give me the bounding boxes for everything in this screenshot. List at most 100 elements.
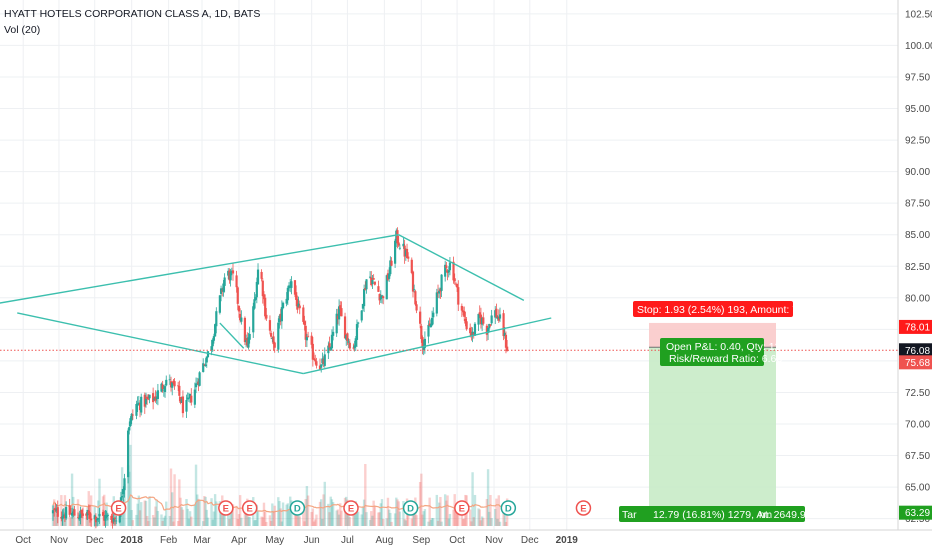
- candle-body: [68, 505, 71, 515]
- candle-body: [448, 262, 452, 271]
- candle: [488, 323, 491, 333]
- candle-body: [357, 322, 360, 324]
- candle: [497, 309, 500, 323]
- volume-bar: [289, 496, 292, 526]
- candle: [361, 303, 365, 312]
- candle-body: [322, 359, 325, 364]
- stop-label-box[interactable]: [633, 301, 793, 317]
- volume-bar: [473, 494, 477, 526]
- volume-bar: [143, 500, 146, 526]
- candle: [78, 514, 81, 521]
- volume-bar: [454, 508, 458, 526]
- earnings-event-marker[interactable]: E: [575, 500, 592, 516]
- candle-body: [111, 519, 114, 524]
- candle-body: [388, 273, 391, 279]
- candle-body: [465, 321, 468, 330]
- earnings-event-marker[interactable]: E: [218, 500, 234, 516]
- volume-bar: [439, 496, 442, 526]
- candle: [490, 309, 493, 326]
- candle-body: [273, 342, 276, 348]
- candle-body: [177, 385, 180, 387]
- candle-body: [277, 322, 280, 350]
- candle: [63, 512, 67, 523]
- candle-body: [306, 335, 310, 337]
- candle: [280, 300, 283, 329]
- volume-bar: [293, 513, 297, 526]
- dividend-event-marker[interactable]: D: [289, 500, 306, 516]
- volume-bar: [393, 513, 397, 526]
- dividend-event-marker[interactable]: D: [402, 500, 419, 516]
- candle-body: [304, 325, 307, 340]
- trendline[interactable]: [303, 317, 552, 375]
- earnings-event-marker[interactable]: E: [241, 500, 258, 516]
- volume-bar: [398, 511, 402, 526]
- candle-body: [254, 297, 257, 300]
- candle-body: [345, 335, 348, 340]
- earnings-event-marker[interactable]: E: [343, 500, 359, 516]
- trendlines[interactable]: [0, 234, 552, 375]
- candle-body: [148, 394, 151, 399]
- target-label-box[interactable]: [619, 506, 805, 522]
- volume-bar: [340, 510, 343, 526]
- candle: [168, 374, 171, 385]
- time-axis[interactable]: SepOctNovDec2018FebMarAprMayJunJulAugSep…: [0, 529, 932, 550]
- trendline[interactable]: [398, 234, 525, 301]
- candle-body: [69, 513, 72, 514]
- candle: [272, 331, 275, 351]
- volume-bar: [361, 507, 365, 526]
- volume-bar: [421, 514, 424, 526]
- earnings-event-marker[interactable]: E: [110, 500, 127, 516]
- candle-body: [477, 313, 480, 325]
- candle: [360, 310, 363, 323]
- volume-bar: [210, 498, 213, 526]
- trendline[interactable]: [17, 312, 304, 375]
- volume-bar: [504, 521, 508, 526]
- candle: [320, 363, 323, 373]
- volume-bar: [138, 510, 142, 526]
- earnings-event-marker[interactable]: E: [454, 500, 470, 516]
- volume-bar: [498, 521, 502, 526]
- candle-body: [414, 291, 417, 305]
- candle-body: [340, 308, 343, 317]
- candle-body: [253, 299, 256, 309]
- time-tick-label: Aug: [375, 535, 393, 546]
- candle: [340, 301, 343, 317]
- candle-body: [203, 364, 206, 366]
- candle: [215, 307, 218, 334]
- candle: [121, 489, 124, 500]
- candle: [354, 335, 357, 352]
- price-tick-label: 95.00: [905, 104, 930, 115]
- volume-bar: [296, 509, 299, 526]
- candle: [110, 513, 113, 523]
- symbol-title[interactable]: HYATT HOTELS CORPORATION CLASS A, 1D, BA…: [4, 8, 260, 20]
- candle: [486, 327, 490, 340]
- candle: [106, 512, 109, 521]
- dividend-event-marker[interactable]: D: [500, 500, 517, 516]
- candle-body: [231, 270, 235, 274]
- candle-body: [96, 519, 99, 521]
- candle: [186, 392, 189, 401]
- volume-bar: [422, 511, 425, 526]
- candle: [386, 269, 390, 282]
- candle-body: [218, 295, 221, 313]
- trendline[interactable]: [0, 234, 399, 304]
- volume-bar: [147, 521, 150, 526]
- candle: [395, 228, 398, 247]
- trendline[interactable]: [219, 322, 245, 349]
- candle: [461, 306, 465, 316]
- candle: [62, 508, 65, 518]
- price-axis[interactable]: 62.5065.0067.5070.0072.5075.0077.5080.00…: [897, 0, 932, 530]
- candle: [348, 339, 351, 351]
- price-marker-label: 63.29: [905, 508, 930, 519]
- candle-body: [87, 510, 90, 514]
- candle: [204, 358, 207, 367]
- candle: [211, 337, 214, 353]
- candle: [54, 502, 57, 513]
- candle-body: [352, 347, 355, 349]
- volume-indicator-title[interactable]: Vol (20): [4, 24, 40, 36]
- position-labels[interactable]: Stop: 1.93 (2.54%) 193, Amount: 751.03 O…: [619, 301, 825, 522]
- pnl-label-box[interactable]: [660, 338, 764, 366]
- target-zone[interactable]: [649, 347, 776, 509]
